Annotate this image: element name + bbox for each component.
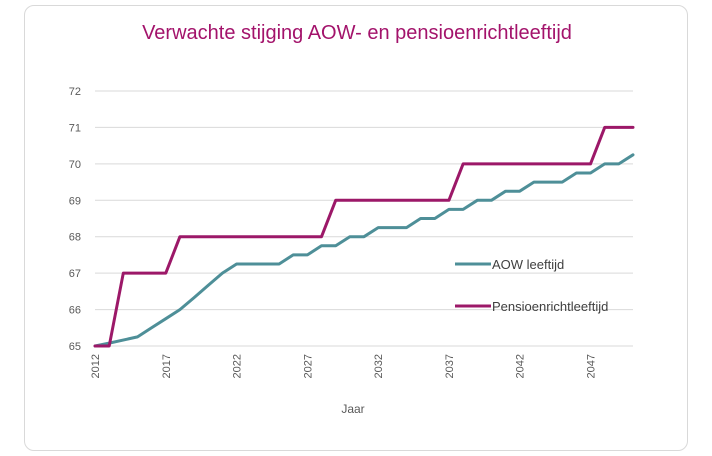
y-tick-label: 71 (69, 122, 81, 134)
chart-title: Verwachte stijging AOW- en pensioenricht… (142, 22, 572, 44)
y-tick-label: 65 (69, 341, 81, 353)
x-tick-label: 2022 (232, 354, 244, 378)
y-axis-ticks: 65 66 67 68 69 70 71 72 (69, 86, 81, 353)
y-tick-label: 70 (69, 159, 81, 171)
y-tick-label: 68 (69, 232, 81, 244)
x-tick-label: 2047 (586, 354, 598, 378)
series-line-pensioenrichtleeftijd (93, 125, 635, 348)
line-chart: Verwachte stijging AOW- en pensioenricht… (69, 22, 635, 416)
legend-label: Pensioenrichtleeftijd (492, 299, 608, 314)
y-tick-label: 72 (69, 86, 81, 98)
x-axis-ticks: 2012 2017 2022 2027 2032 2037 2042 2047 (90, 354, 598, 378)
y-tick-label: 69 (69, 195, 81, 207)
legend-label: AOW leeftijd (492, 257, 564, 272)
x-tick-label: 2032 (373, 354, 385, 378)
x-tick-label: 2017 (161, 354, 173, 378)
x-tick-label: 2012 (90, 354, 102, 378)
y-tick-label: 67 (69, 268, 81, 280)
legend: AOW leeftijd Pensioenrichtleeftijd (455, 257, 608, 314)
series-lines (93, 125, 635, 348)
x-tick-label: 2027 (302, 354, 314, 378)
x-tick-label: 2042 (515, 354, 527, 378)
x-axis-title: Jaar (341, 402, 364, 416)
y-tick-label: 66 (69, 305, 81, 317)
x-tick-label: 2037 (444, 354, 456, 378)
chart-card: Verwachte stijging AOW- en pensioenricht… (24, 5, 688, 451)
series-line-aow-leeftijd (93, 153, 635, 348)
